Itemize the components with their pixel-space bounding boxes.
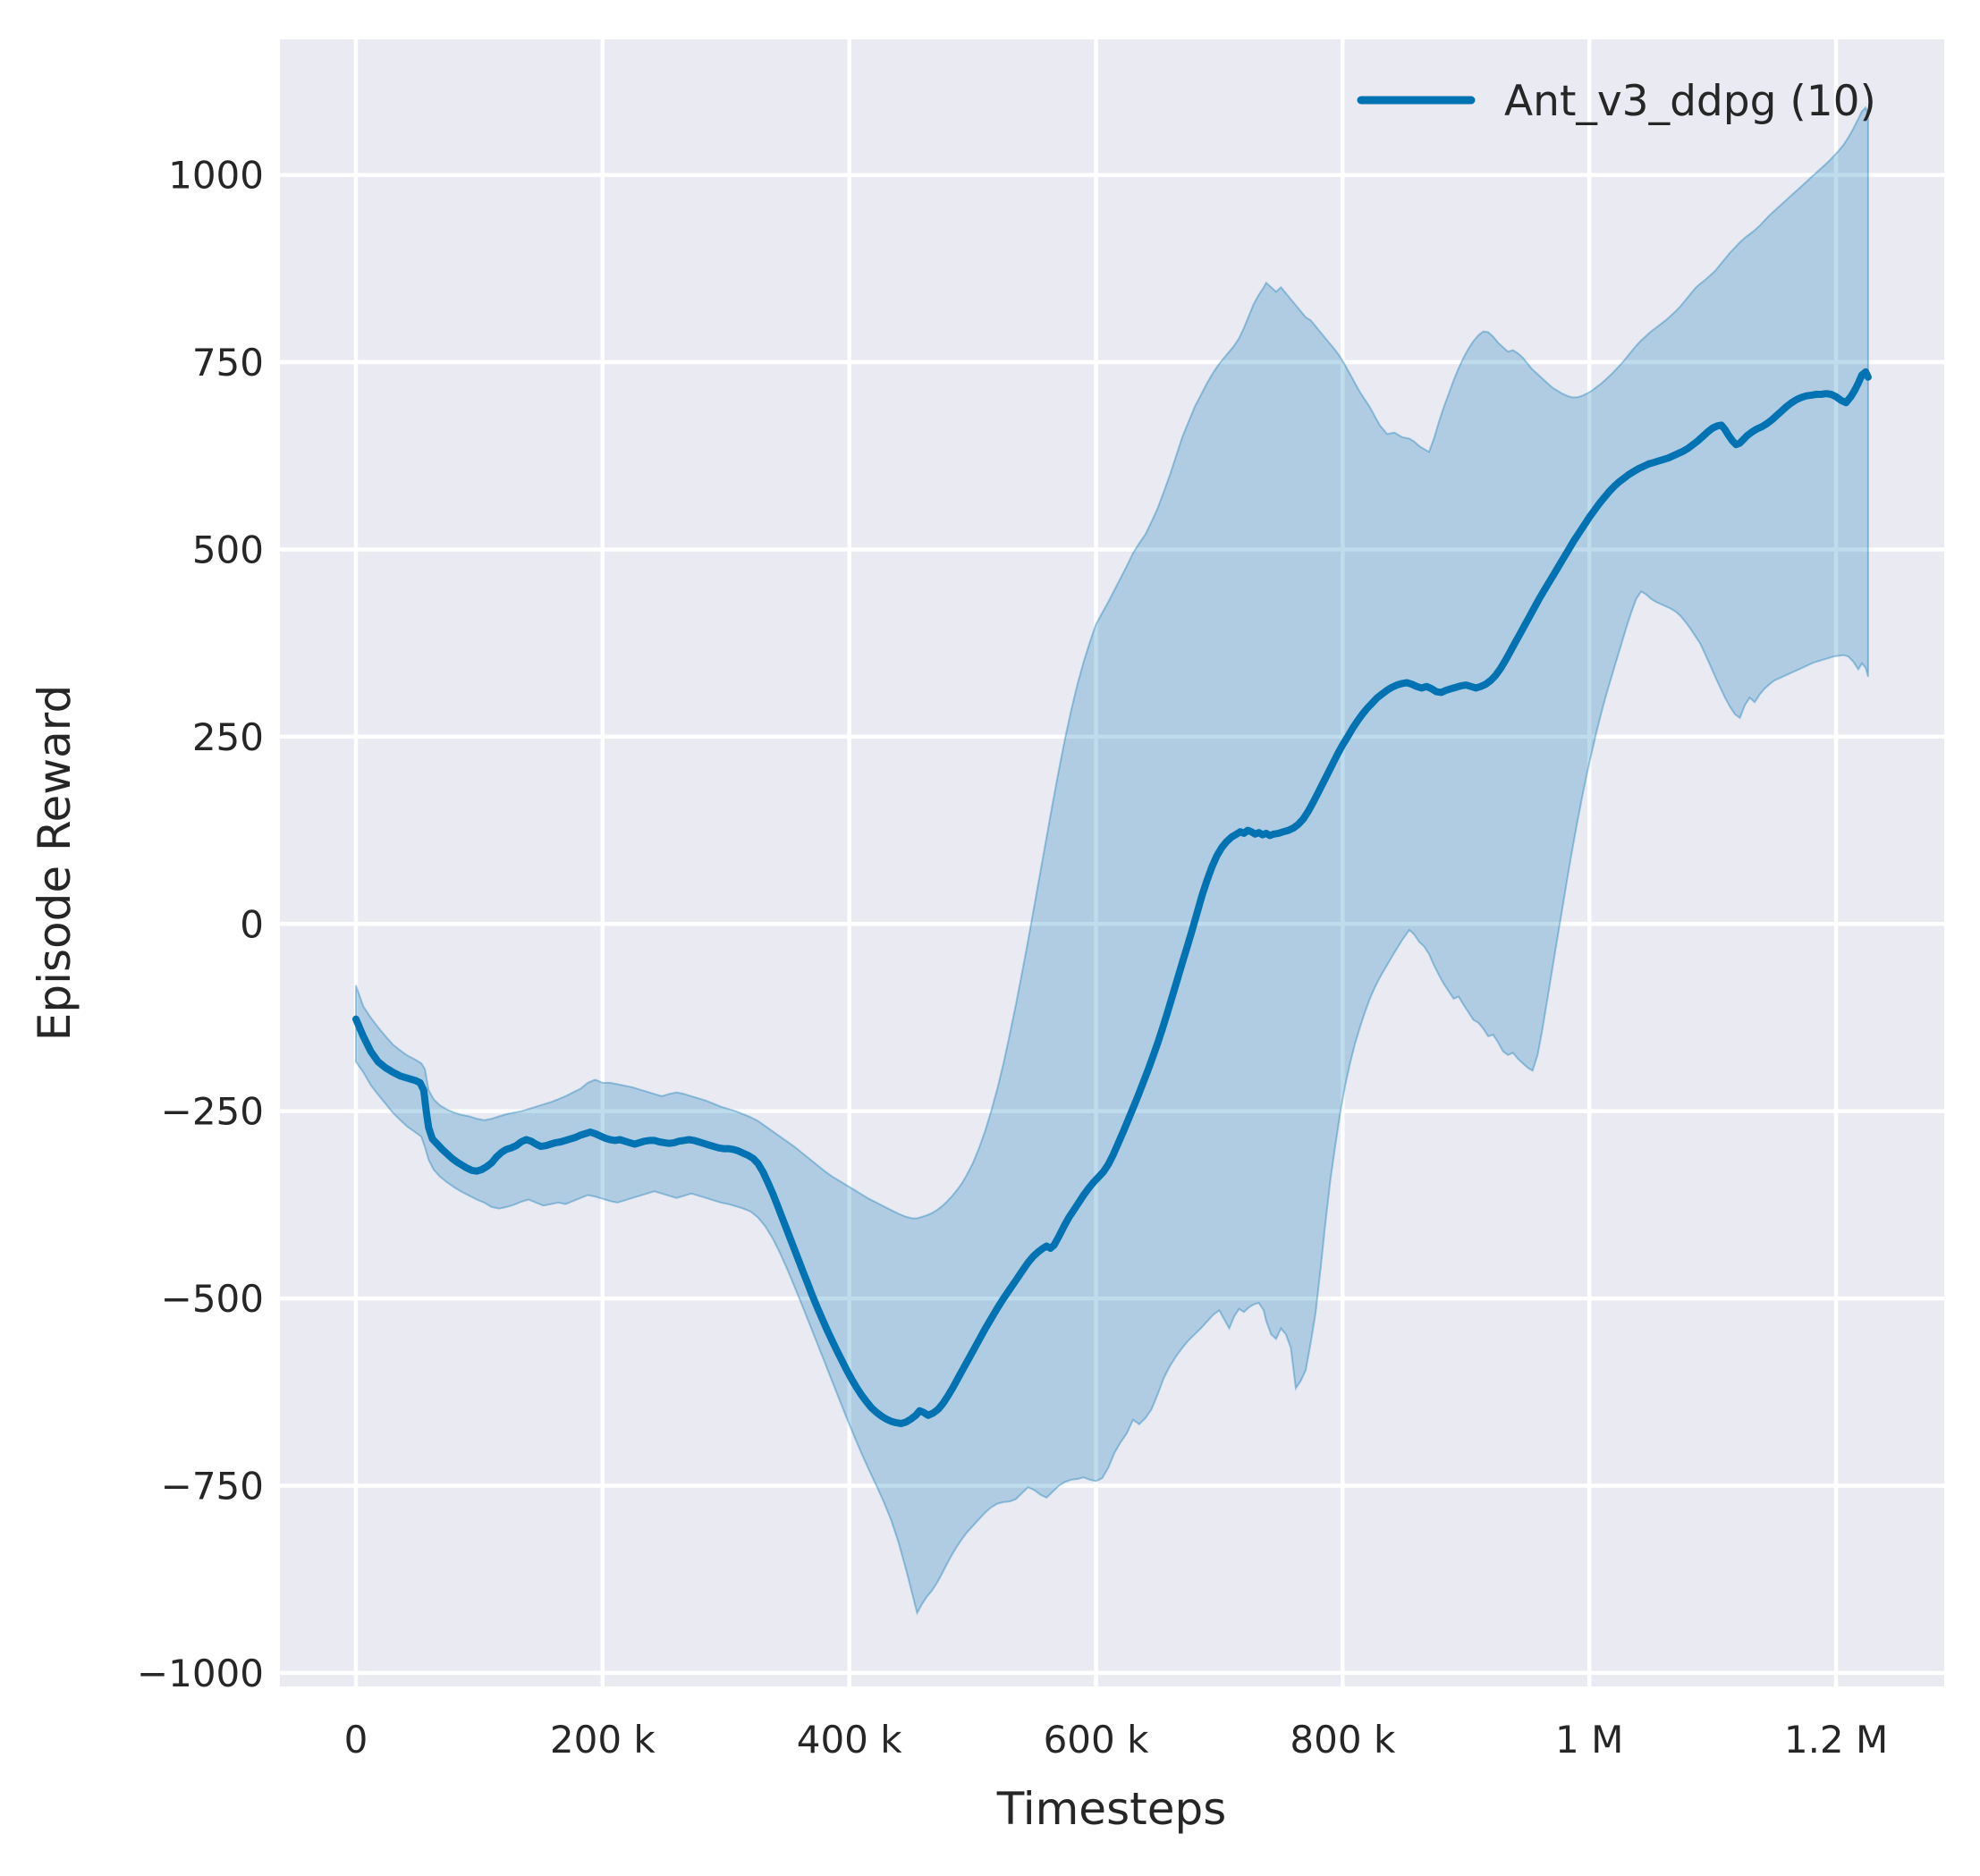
x-tick-label: 600 k bbox=[1044, 1718, 1150, 1762]
x-tick-label: 1 M bbox=[1555, 1718, 1623, 1762]
x-tick-label: 800 k bbox=[1290, 1718, 1396, 1762]
y-tick-label: −1000 bbox=[137, 1652, 264, 1695]
y-axis-label: Episode Reward bbox=[29, 685, 80, 1041]
x-tick-label: 0 bbox=[344, 1718, 368, 1762]
series-line bbox=[352, 368, 1872, 1427]
y-tick-label: −750 bbox=[161, 1465, 264, 1508]
confidence-band bbox=[355, 106, 1869, 1616]
y-tick-label: 500 bbox=[192, 528, 264, 571]
series-line-layer bbox=[352, 368, 1872, 1427]
legend: Ant_v3_ddpg (10) bbox=[1357, 77, 1876, 126]
tick-labels: 1000 750 500 250 0 −250 −500 −750 −1000 0 200 k 400… bbox=[137, 154, 1888, 1762]
axes-background bbox=[280, 39, 1944, 1686]
y-tick-label: −500 bbox=[161, 1277, 264, 1321]
grid bbox=[280, 39, 1944, 1686]
y-tick-label: −250 bbox=[161, 1090, 264, 1134]
legend-label: Ant_v3_ddpg (10) bbox=[1504, 77, 1876, 126]
x-axis-label: Timesteps bbox=[996, 1783, 1227, 1835]
x-tick-label: 400 k bbox=[797, 1718, 903, 1762]
y-tick-label: 1000 bbox=[168, 154, 264, 198]
y-tick-label: 250 bbox=[192, 715, 264, 759]
confidence-band-layer bbox=[355, 106, 1869, 1616]
axes-background-rect bbox=[280, 39, 1944, 1686]
y-tick-label: 0 bbox=[240, 902, 264, 946]
y-tick-label: 750 bbox=[192, 341, 264, 384]
x-tick-label: 200 k bbox=[550, 1718, 656, 1762]
x-tick-label: 1.2 M bbox=[1784, 1718, 1888, 1762]
